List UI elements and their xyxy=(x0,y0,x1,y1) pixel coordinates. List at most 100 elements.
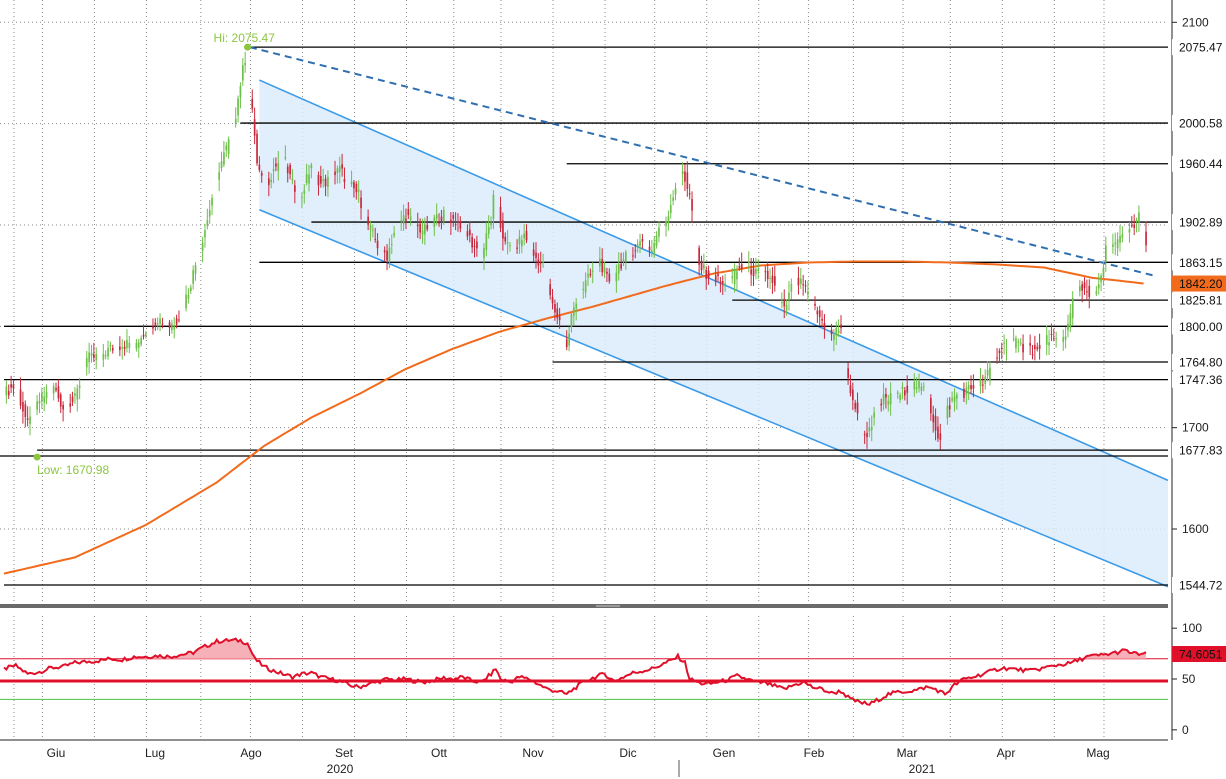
candle-body xyxy=(904,390,906,396)
candle-body xyxy=(85,357,88,368)
candle-body xyxy=(178,319,180,321)
candle-body xyxy=(1045,335,1048,345)
candle-body xyxy=(388,247,391,262)
candle-body xyxy=(119,346,121,351)
candle-body xyxy=(937,426,939,439)
candle-body xyxy=(757,269,760,271)
candle-body xyxy=(161,323,164,325)
candle-body xyxy=(1121,234,1124,238)
level-price-tag-box xyxy=(1172,371,1226,388)
level-price-tag: 1960.44 xyxy=(1179,157,1223,171)
candle-body xyxy=(833,334,835,341)
candle-body xyxy=(790,283,793,292)
candle-body xyxy=(208,210,211,217)
candle-body xyxy=(653,242,656,253)
candle-body xyxy=(989,367,991,381)
candle-body xyxy=(1105,245,1107,262)
candle-body xyxy=(736,271,738,280)
level-price-tag-box xyxy=(1172,442,1226,459)
candle-body xyxy=(5,386,8,396)
candle-body xyxy=(450,219,452,223)
candle-body xyxy=(1012,338,1015,340)
candle-body xyxy=(253,119,256,136)
candle-body xyxy=(1102,267,1105,277)
candle-body xyxy=(1119,235,1121,243)
candle-body xyxy=(764,271,767,273)
x-year-label: 2021 xyxy=(909,762,936,776)
candle-body xyxy=(953,396,956,402)
candle-body xyxy=(1086,291,1088,293)
candle-body xyxy=(93,354,95,358)
candle-body xyxy=(818,310,821,318)
candle-body xyxy=(22,402,24,412)
candle-body xyxy=(41,392,43,402)
candle-body xyxy=(12,384,15,389)
candle-body xyxy=(956,394,958,399)
level-price-tag: 1677.83 xyxy=(1179,444,1223,458)
x-month-label: Ott xyxy=(431,746,448,760)
candle-body xyxy=(889,393,892,405)
candle-body xyxy=(383,250,386,253)
level-price-tag: 1863.15 xyxy=(1179,256,1223,270)
candle-body xyxy=(78,385,81,388)
candle-body xyxy=(641,238,644,242)
candle-body xyxy=(173,325,176,330)
candle-body xyxy=(376,240,379,249)
candle-body xyxy=(1083,282,1086,289)
candle-body xyxy=(225,145,228,151)
candle-body xyxy=(849,385,852,394)
candle-body xyxy=(1095,291,1098,294)
candle-body xyxy=(797,277,800,286)
candle-body xyxy=(667,216,670,224)
candle-body xyxy=(159,318,161,324)
candle-body xyxy=(168,322,171,328)
candle-body xyxy=(1019,342,1022,344)
candle-body xyxy=(52,386,55,394)
candle-body xyxy=(473,246,476,247)
candle-body xyxy=(591,270,594,272)
candle-body xyxy=(986,369,989,376)
x-month-label: Set xyxy=(335,746,354,760)
candle-body xyxy=(308,174,310,184)
candle-body xyxy=(95,353,98,361)
candle-body xyxy=(372,229,374,231)
channel-upper-line xyxy=(259,79,1169,482)
candle-body xyxy=(490,222,492,226)
candle-body xyxy=(972,385,975,389)
candle-body xyxy=(804,285,807,287)
candle-body xyxy=(1116,239,1119,249)
candle-body xyxy=(357,189,360,192)
candle-body xyxy=(499,206,502,228)
candle-body xyxy=(303,190,306,194)
candle-body xyxy=(128,342,131,348)
candle-body xyxy=(873,412,875,418)
level-price-tag: 1825.81 xyxy=(1179,294,1223,308)
candle-body xyxy=(310,165,313,168)
channel-lower-line xyxy=(259,209,1169,588)
candle-body xyxy=(286,166,289,174)
candle-body xyxy=(350,181,353,185)
candle-body xyxy=(885,394,887,398)
candle-body xyxy=(343,178,346,182)
candle-body xyxy=(658,227,660,237)
candle-body xyxy=(1050,334,1053,335)
annotation-layer: Hi: 2075.47 Low: 1670.98 xyxy=(33,31,275,477)
candle-body xyxy=(239,86,242,98)
candle-body xyxy=(719,281,722,283)
candle-body xyxy=(565,339,568,347)
candle-body xyxy=(823,323,826,329)
candle-body xyxy=(575,303,578,309)
candle-body xyxy=(341,164,343,169)
x-month-label: Ago xyxy=(240,746,262,760)
candle-body xyxy=(769,277,771,279)
rsi-tick-label: 0 xyxy=(1182,723,1189,737)
candle-body xyxy=(327,176,329,187)
candle-body xyxy=(190,287,192,291)
candle-body xyxy=(535,252,537,258)
candle-body xyxy=(36,401,38,410)
candle-body xyxy=(551,297,554,304)
candle-body xyxy=(691,199,693,211)
candle-body xyxy=(1114,242,1117,245)
candle-body xyxy=(459,221,462,229)
candle-body xyxy=(509,245,511,247)
